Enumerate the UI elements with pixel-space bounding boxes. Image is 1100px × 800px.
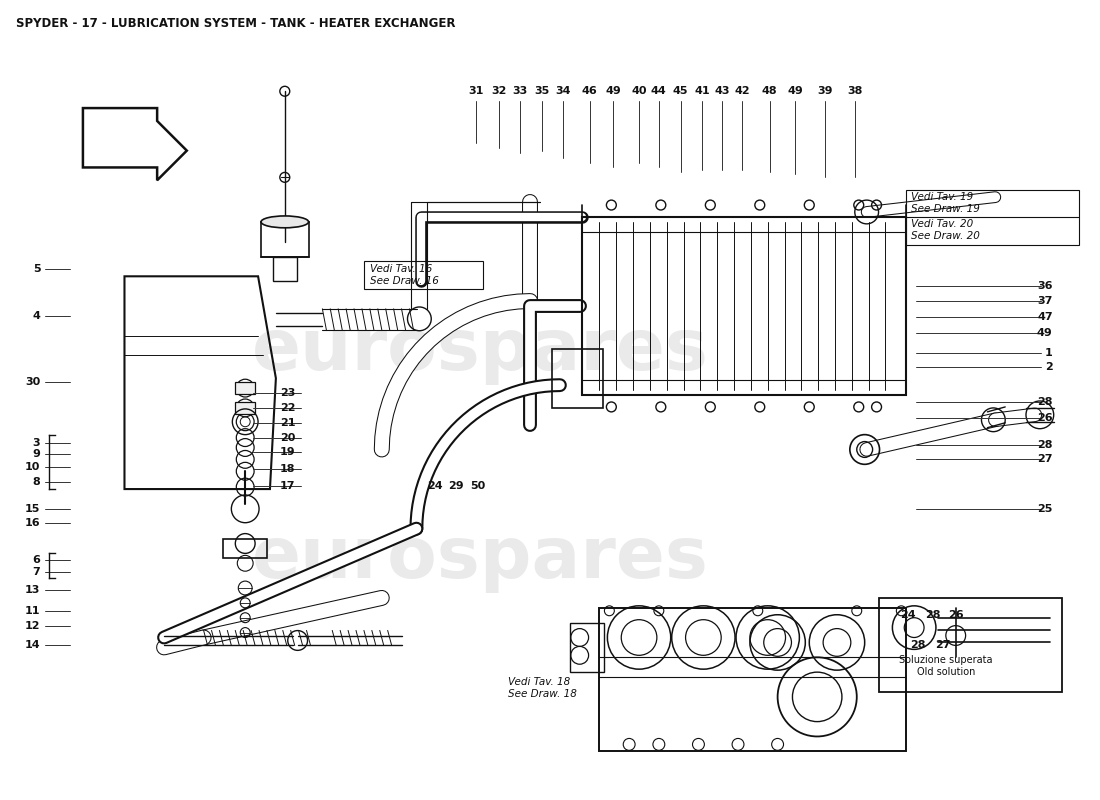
Text: 39: 39 (817, 86, 833, 96)
Text: 14: 14 (24, 641, 41, 650)
Bar (273, 257, 297, 282)
Text: 40: 40 (631, 86, 647, 96)
Text: 35: 35 (535, 86, 550, 96)
Text: 12: 12 (25, 621, 41, 630)
Text: 20: 20 (280, 433, 296, 442)
Text: 41: 41 (694, 86, 711, 96)
Text: 3: 3 (33, 438, 41, 447)
Text: 26: 26 (948, 610, 964, 620)
Text: 27: 27 (1037, 454, 1053, 464)
Bar (600, 608, 906, 751)
Text: See Draw. 16: See Draw. 16 (370, 276, 439, 286)
Text: 42: 42 (734, 86, 750, 96)
Text: 24: 24 (901, 610, 916, 620)
Text: See Draw. 18: See Draw. 18 (508, 689, 578, 699)
Text: 25: 25 (1037, 504, 1053, 514)
Text: See Draw. 19: See Draw. 19 (911, 204, 980, 214)
Text: 49: 49 (1037, 328, 1053, 338)
Text: 33: 33 (513, 86, 528, 96)
Bar (223, 538, 267, 558)
Text: 22: 22 (280, 403, 296, 413)
Bar (261, 222, 308, 257)
Text: 38: 38 (847, 86, 862, 96)
Text: 28: 28 (1037, 397, 1053, 407)
Text: 8: 8 (33, 477, 41, 487)
Text: 28: 28 (925, 610, 940, 620)
Text: SPYDER - 17 - LUBRICATION SYSTEM - TANK - HEATER EXCHANGER: SPYDER - 17 - LUBRICATION SYSTEM - TANK … (15, 18, 455, 30)
Text: 48: 48 (762, 86, 778, 96)
Text: 28: 28 (911, 641, 926, 650)
Text: 13: 13 (25, 585, 41, 595)
Bar (582, 217, 906, 395)
Text: 1: 1 (1045, 347, 1053, 358)
Text: 32: 32 (491, 86, 506, 96)
Text: 6: 6 (33, 555, 41, 566)
Text: 28: 28 (1037, 439, 1053, 450)
Text: Vedi Tav. 16: Vedi Tav. 16 (370, 264, 432, 274)
Text: 34: 34 (556, 86, 571, 96)
Text: 26: 26 (1037, 413, 1053, 423)
Text: 47: 47 (1037, 312, 1053, 322)
Text: 43: 43 (714, 86, 730, 96)
Text: 19: 19 (280, 447, 296, 458)
Text: 4: 4 (33, 311, 41, 321)
Text: 37: 37 (1037, 296, 1053, 306)
Text: 15: 15 (25, 504, 41, 514)
Text: Vedi Tav. 19: Vedi Tav. 19 (911, 192, 974, 202)
Text: Soluzione superata: Soluzione superata (899, 655, 992, 666)
Text: 30: 30 (25, 377, 41, 387)
Text: 46: 46 (582, 86, 597, 96)
Text: 49: 49 (605, 86, 621, 96)
Bar (235, 402, 255, 414)
Text: eurospares: eurospares (252, 316, 710, 385)
Text: 16: 16 (24, 518, 41, 528)
Text: 17: 17 (280, 481, 296, 491)
Text: 29: 29 (448, 481, 464, 491)
Text: 2: 2 (1045, 362, 1053, 372)
Text: 50: 50 (470, 481, 485, 491)
Text: 24: 24 (428, 481, 443, 491)
Text: 9: 9 (33, 450, 41, 459)
Text: 10: 10 (25, 462, 41, 472)
Bar (235, 382, 255, 394)
Text: Vedi Tav. 18: Vedi Tav. 18 (508, 677, 571, 687)
Text: 18: 18 (280, 464, 296, 474)
Text: 36: 36 (1037, 281, 1053, 291)
Bar (364, 262, 483, 289)
Text: eurospares: eurospares (252, 524, 710, 593)
Text: 23: 23 (280, 388, 296, 398)
Text: 21: 21 (280, 418, 296, 428)
Text: 7: 7 (33, 567, 41, 577)
Text: 31: 31 (469, 86, 484, 96)
Bar (570, 622, 604, 672)
Text: Old solution: Old solution (916, 667, 975, 677)
Bar (879, 598, 1062, 692)
Text: 49: 49 (788, 86, 803, 96)
Text: 45: 45 (673, 86, 689, 96)
Text: Vedi Tav. 20: Vedi Tav. 20 (911, 219, 974, 229)
Bar (552, 349, 604, 408)
Bar (906, 190, 1079, 245)
Text: 27: 27 (935, 641, 950, 650)
Text: 5: 5 (33, 264, 41, 274)
Text: 11: 11 (25, 606, 41, 616)
Ellipse shape (261, 216, 308, 228)
Text: 44: 44 (651, 86, 667, 96)
Text: See Draw. 20: See Draw. 20 (911, 230, 980, 241)
